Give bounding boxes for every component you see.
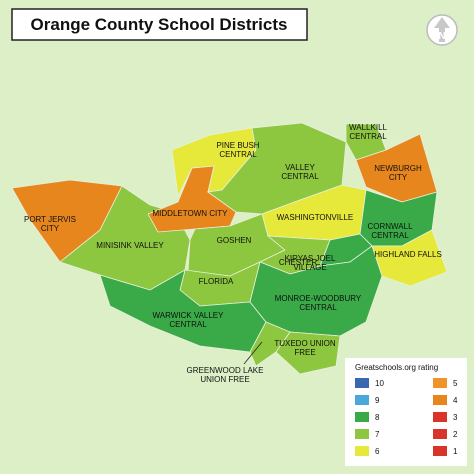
legend-swatch: [433, 429, 447, 439]
legend-label: 1: [453, 447, 458, 456]
district-label: MINISINK VALLEY: [96, 241, 164, 250]
map-title: Orange County School Districts: [31, 15, 288, 34]
district-area: [249, 321, 291, 367]
title-box: [11, 8, 308, 41]
district-label: CORNWALL: [367, 222, 413, 231]
district-label: MONROE-WOODBURY: [275, 294, 362, 303]
district-label: CENTRAL: [281, 172, 319, 181]
district-label: CENTRAL: [219, 150, 257, 159]
district-label: NEWBURGH: [374, 164, 422, 173]
svg-text:N: N: [438, 31, 445, 42]
legend-label: 4: [453, 396, 458, 405]
legend-swatch: [355, 412, 369, 422]
district-label: KIRYAS JOEL: [285, 254, 336, 263]
district-label: CENTRAL: [299, 303, 337, 312]
legend-swatch: [433, 446, 447, 456]
district-label: WARWICK VALLEY: [153, 311, 225, 320]
district-label: UNION FREE: [200, 375, 249, 384]
district-label: WASHINGTONVILLE: [277, 213, 353, 222]
legend-label: 6: [375, 447, 380, 456]
district-label: PORT JERVIS: [24, 215, 76, 224]
district-label: GREENWOOD LAKE: [187, 366, 264, 375]
legend-label: 3: [453, 413, 458, 422]
district-label: PINE BUSH: [216, 141, 259, 150]
district-label: MIDDLETOWN CITY: [153, 209, 229, 218]
legend-swatch: [433, 395, 447, 405]
legend-swatch: [433, 412, 447, 422]
legend-label: 5: [453, 379, 458, 388]
district-label: CITY: [41, 224, 60, 233]
district-label: TUXEDO UNION: [274, 339, 336, 348]
legend-swatch: [355, 429, 369, 439]
district-area: [249, 245, 383, 337]
district-label: VALLEY: [285, 163, 315, 172]
legend-label: 10: [375, 379, 384, 388]
leader-line: [243, 341, 263, 365]
district-label: HIGHLAND FALLS: [374, 250, 442, 259]
district-label: WALLKILL: [349, 123, 387, 132]
legend-label: 2: [453, 430, 458, 439]
district-label: CITY: [389, 173, 408, 182]
district-label: GOSHEN: [217, 236, 252, 245]
district-label: FLORIDA: [199, 277, 234, 286]
district-label: FREE: [294, 348, 315, 357]
legend-label: 9: [375, 396, 380, 405]
legend-swatch: [355, 446, 369, 456]
legend-title: Greatschools.org rating: [355, 363, 438, 372]
legend-label: 7: [375, 430, 380, 439]
district-label: CENTRAL: [371, 231, 409, 240]
district-label: CHESTER: [279, 258, 317, 267]
district-label: CENTRAL: [169, 320, 207, 329]
district-label: CENTRAL: [349, 132, 387, 141]
legend-swatch: [355, 378, 369, 388]
legend-swatch: [433, 378, 447, 388]
district-label: VILLAGE: [293, 263, 326, 272]
legend-label: 8: [375, 413, 380, 422]
north-arrow: N: [426, 14, 458, 46]
legend-swatch: [355, 395, 369, 405]
